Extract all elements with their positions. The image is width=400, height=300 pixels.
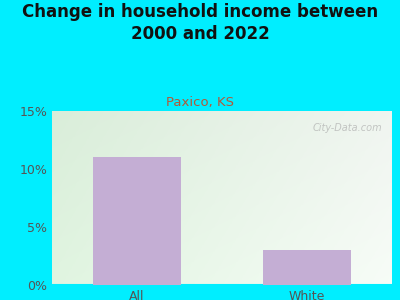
Bar (263, 250, 351, 285)
Text: Paxico, KS: Paxico, KS (166, 96, 234, 109)
Text: Change in household income between
2000 and 2022: Change in household income between 2000 … (22, 3, 378, 43)
Bar (93, 158, 181, 285)
Text: City-Data.com: City-Data.com (312, 123, 382, 133)
